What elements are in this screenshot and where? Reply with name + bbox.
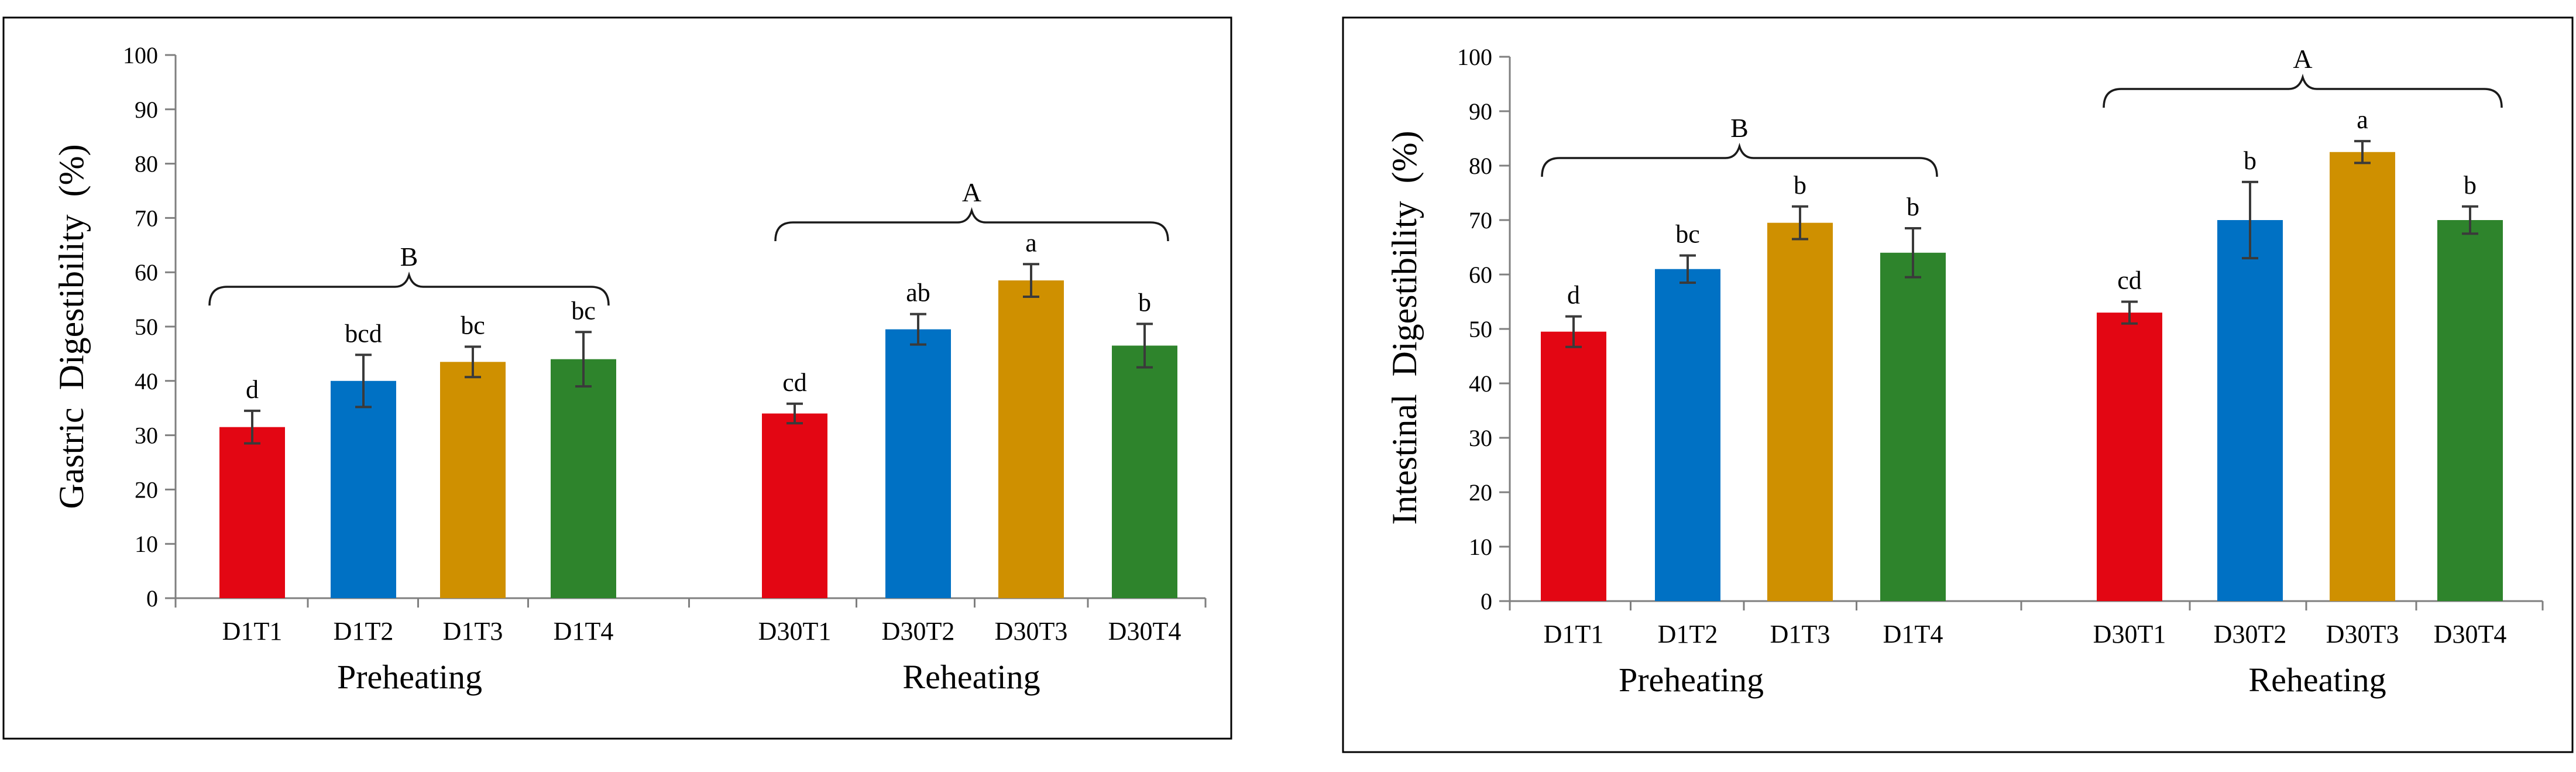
- significance-letter: a: [1025, 228, 1037, 257]
- significance-letter: a: [2357, 105, 2368, 134]
- significance-letter: cd: [782, 368, 807, 397]
- y-tick-label: 70: [135, 205, 158, 231]
- group-reheating: cd D30T1 ab D30T2 a D30T3 b D30T4 Reheating A: [758, 177, 1181, 696]
- y-tick-label: 0: [146, 585, 158, 612]
- bar-d30t4: [1112, 345, 1177, 598]
- bar-d30t2: [885, 329, 951, 598]
- y-axis-title: Intestinal Digestibility (%): [1385, 131, 1424, 524]
- category-label: D30T2: [2214, 620, 2287, 649]
- significance-letter: bcd: [345, 319, 382, 348]
- y-tick-label: 30: [135, 423, 158, 449]
- chart-gastric: 0 10 20 30 40 50 60 70 80 90 100 Gastric Digestibil…: [2, 16, 1232, 740]
- bar-d1t4: [1880, 252, 1946, 601]
- y-tick-label: 50: [135, 314, 158, 340]
- y-tick-label: 60: [1469, 262, 1492, 288]
- bar-d1t2: [331, 380, 396, 598]
- bracket-letter: A: [2293, 44, 2312, 74]
- y-tick-label: 10: [135, 531, 158, 557]
- y-tick-label: 80: [135, 151, 158, 177]
- significance-letter: b: [2244, 146, 2256, 175]
- group-bracket: [2103, 73, 2503, 108]
- y-tick-label: 0: [1481, 588, 1492, 615]
- significance-letter: cd: [2117, 266, 2142, 295]
- bar-d30t3: [998, 280, 1064, 598]
- significance-letter: b: [2464, 171, 2477, 200]
- group-reheating: cd D30T1 b D30T2 a D30T3 b D30T4 Reheating A: [2093, 44, 2507, 699]
- bar-d30t3: [2330, 152, 2395, 601]
- y-tick-label: 10: [1469, 534, 1492, 560]
- significance-letter: b: [1138, 288, 1151, 317]
- y-axis-title: Gastric Digestibility (%): [52, 144, 91, 509]
- category-label: D30T4: [1108, 617, 1181, 646]
- bar-d30t1: [762, 413, 827, 598]
- significance-letter: ab: [906, 279, 930, 307]
- significance-letter: bc: [571, 296, 596, 325]
- y-tick-label: 20: [1469, 479, 1492, 506]
- category-label: D1T2: [334, 617, 394, 646]
- category-label: D30T4: [2434, 620, 2507, 649]
- y-tick-label: 40: [1469, 370, 1492, 397]
- significance-letter: b: [1907, 193, 1919, 221]
- bar-d1t3: [1767, 222, 1833, 601]
- category-label: D1T3: [443, 617, 503, 646]
- y-tick-label: 60: [135, 259, 158, 286]
- y-tick-label: 70: [1469, 207, 1492, 234]
- significance-letter: d: [1567, 281, 1580, 310]
- bar-d1t1: [219, 427, 285, 598]
- group-preheating: d D1T1 bcd D1T2 bc D1T3 bc D1T4 Preheating B: [208, 242, 616, 696]
- group-bracket: [774, 207, 1169, 242]
- y-tick-label: 90: [135, 97, 158, 123]
- category-label: D1T2: [1658, 620, 1718, 649]
- y-tick-label: 90: [1469, 98, 1492, 125]
- significance-letter: bc: [1675, 219, 1700, 248]
- group-preheating: d D1T1 bc D1T2 b D1T3 b D1T4 Preheating B: [1541, 113, 1946, 699]
- y-tick-label: 20: [135, 476, 158, 503]
- y-tick-label: 100: [1457, 44, 1492, 70]
- category-label: D30T1: [758, 617, 832, 646]
- category-label: D30T3: [995, 617, 1068, 646]
- significance-letter: bc: [461, 311, 485, 339]
- group-label: Preheating: [337, 658, 482, 696]
- y-tick-label: 30: [1469, 425, 1492, 451]
- group-bracket: [1541, 142, 1938, 177]
- bar-d1t2: [1655, 269, 1720, 601]
- category-label: D1T4: [1883, 620, 1943, 649]
- y-tick-label: 40: [135, 368, 158, 394]
- bracket-letter: A: [962, 177, 981, 207]
- group-label: Reheating: [2248, 661, 2386, 699]
- bar-d30t4: [2437, 220, 2503, 601]
- significance-letter: d: [246, 375, 259, 404]
- group-bracket: [208, 271, 610, 306]
- chart-intestinal: 0 10 20 30 40 50 60 70 80 90 100 Intestinal Digesti…: [1342, 16, 2574, 753]
- y-tick-label: 80: [1469, 153, 1492, 179]
- bar-d1t1: [1541, 331, 1606, 601]
- bar-d1t3: [440, 362, 506, 598]
- bracket-letter: B: [400, 242, 418, 272]
- bar-d30t2: [2217, 220, 2283, 601]
- bar-d1t4: [551, 359, 616, 598]
- group-label: Preheating: [1619, 661, 1764, 699]
- y-tick-label: 100: [123, 42, 158, 68]
- category-label: D1T3: [1770, 620, 1830, 649]
- category-label: D30T3: [2326, 620, 2399, 649]
- y-tick-label: 50: [1469, 316, 1492, 342]
- category-label: D1T1: [222, 617, 283, 646]
- category-label: D1T4: [554, 617, 614, 646]
- category-label: D1T1: [1544, 620, 1604, 649]
- significance-letter: b: [1794, 171, 1806, 200]
- group-label: Reheating: [902, 658, 1040, 696]
- category-label: D30T1: [2093, 620, 2166, 649]
- bar-d30t1: [2097, 313, 2162, 601]
- category-label: D30T2: [882, 617, 955, 646]
- bracket-letter: B: [1730, 113, 1749, 143]
